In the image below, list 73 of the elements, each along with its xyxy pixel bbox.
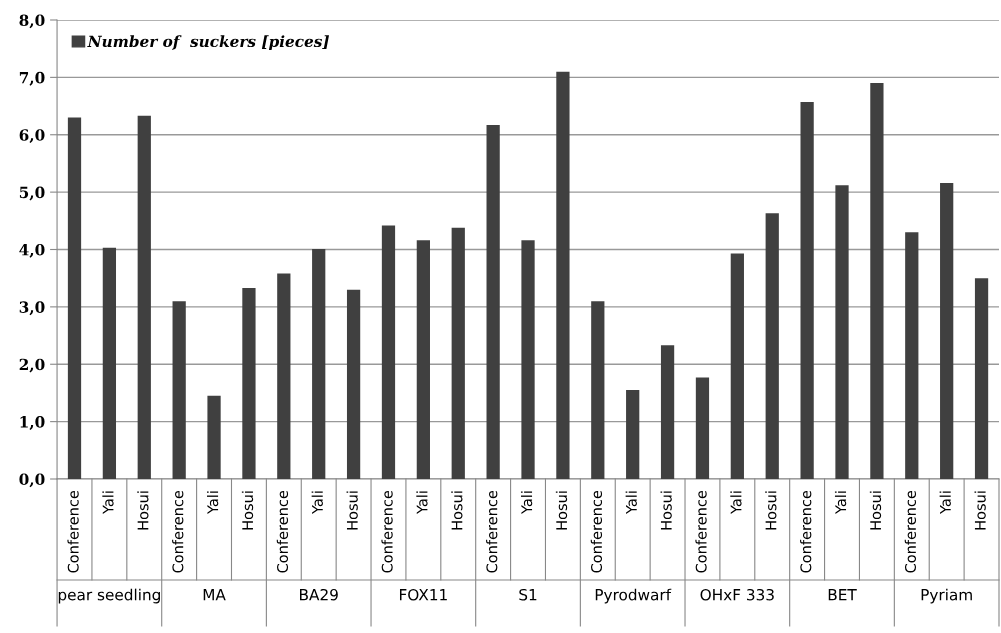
x-tick-label: Hosui	[660, 491, 672, 530]
bar	[312, 248, 326, 479]
x-tick-label: Hosui	[241, 491, 254, 530]
x-tick-label: Hosui	[451, 491, 463, 530]
text: OHxF 333	[700, 588, 774, 601]
y-tick-label: 5,0	[19, 186, 45, 201]
y-tick-label: 3,0	[19, 301, 45, 316]
text: FOX11	[399, 588, 447, 601]
y-tick-label: 4,0	[19, 243, 45, 258]
bar	[660, 345, 675, 479]
x-tick-label: Hosui	[555, 491, 568, 530]
bar	[765, 213, 779, 479]
y-tick-label: 6,0	[19, 129, 45, 144]
x-tick-label: Hosui	[137, 491, 149, 530]
text: MA	[203, 589, 226, 601]
bar	[556, 71, 570, 479]
bar	[974, 278, 989, 479]
bar	[800, 102, 814, 479]
bar	[172, 301, 186, 479]
bar	[416, 240, 430, 479]
x-tick-label: Conference	[172, 490, 184, 573]
y-tick-label: 2,0	[19, 358, 45, 373]
y-tick-label: 8,0	[19, 14, 45, 29]
bar	[102, 247, 117, 479]
x-tick-label: Hosui	[765, 491, 777, 530]
x-tick-label: Yali	[520, 491, 533, 515]
x-tick-label: Yali	[939, 491, 951, 515]
y-tick-label: 7,0	[19, 71, 45, 86]
bar	[67, 117, 82, 479]
text: pear seedling	[58, 588, 160, 604]
x-tick-label: Hosui	[869, 491, 882, 530]
x-tick-label: Yali	[834, 491, 847, 515]
x-tick-label: Hosui	[974, 491, 986, 530]
bar	[346, 289, 361, 479]
x-tick-label: Conference	[904, 490, 917, 573]
x-tick-label: Yali	[730, 491, 742, 515]
bar	[905, 232, 919, 479]
bar	[940, 182, 954, 479]
bar	[521, 240, 535, 479]
bar	[242, 287, 256, 479]
bar	[870, 83, 884, 479]
text: BA29	[300, 588, 338, 601]
bar	[277, 273, 291, 479]
bar	[695, 377, 710, 479]
bar	[730, 253, 744, 479]
legend-label: Number of suckers [pieces]	[87, 35, 330, 51]
x-tick-label: Yali	[311, 491, 323, 515]
text: BET	[828, 589, 857, 601]
bar	[137, 115, 151, 479]
x-tick-label: Conference	[276, 490, 289, 573]
bar	[207, 395, 221, 479]
bar	[835, 185, 849, 479]
text: Pyrodwarf	[595, 588, 672, 604]
x-tick-label: Conference	[800, 490, 812, 573]
text: Pyriam	[921, 588, 972, 604]
x-tick-label: Conference	[486, 490, 498, 573]
y-tick-label: 1,0	[20, 416, 45, 430]
bar	[451, 227, 465, 479]
x-tick-label: Conference	[695, 490, 707, 573]
x-tick-label: Conference	[381, 490, 393, 573]
x-tick-label: Hosui	[346, 491, 358, 530]
x-tick-label: Yali	[625, 491, 637, 515]
bar	[486, 125, 500, 479]
text: S1	[519, 588, 537, 601]
x-tick-label: Yali	[102, 491, 114, 515]
bar	[381, 225, 396, 479]
bar	[591, 301, 605, 479]
bar	[626, 390, 640, 479]
x-tick-label: Conference	[590, 490, 603, 573]
x-tick-label: Yali	[206, 491, 219, 515]
x-tick-label: Yali	[416, 491, 428, 515]
y-tick-label: 0,0	[19, 473, 45, 488]
x-tick-label: Conference	[67, 490, 79, 573]
